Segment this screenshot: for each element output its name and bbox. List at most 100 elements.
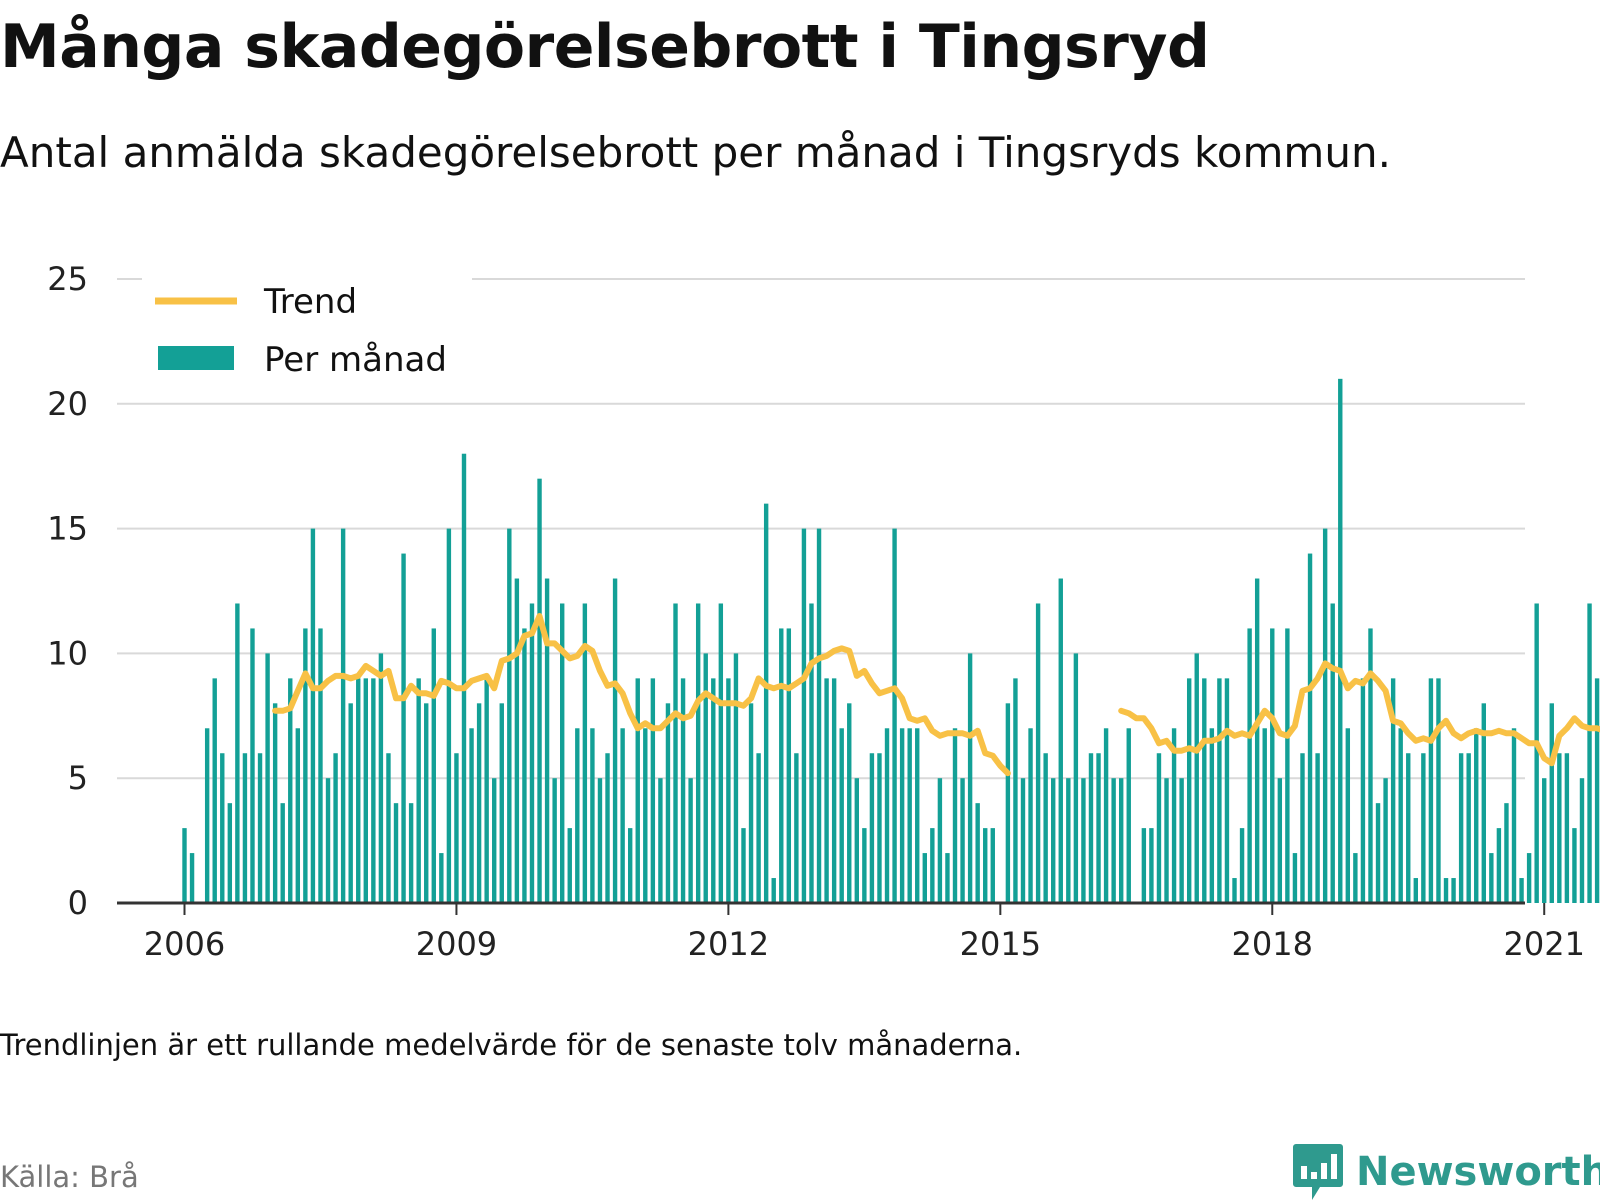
legend-bars-label: Per månad xyxy=(264,340,447,380)
x-tick-label: 2018 xyxy=(1232,925,1313,963)
bar xyxy=(1383,778,1388,903)
bar xyxy=(960,778,965,903)
bar xyxy=(552,778,557,903)
bar xyxy=(182,828,187,903)
bar xyxy=(1285,628,1290,903)
bar xyxy=(1005,703,1011,903)
bar xyxy=(1020,778,1026,903)
bar xyxy=(658,778,663,903)
bar xyxy=(1270,628,1275,903)
bar xyxy=(1103,728,1109,903)
bar xyxy=(1194,653,1199,903)
bar xyxy=(1534,603,1539,903)
bar xyxy=(393,803,399,903)
bar xyxy=(741,828,746,903)
bar xyxy=(899,728,905,903)
bar xyxy=(1579,778,1585,903)
bar xyxy=(1254,578,1260,903)
bar xyxy=(1028,728,1033,903)
bar xyxy=(1436,678,1441,903)
bar xyxy=(1232,878,1237,903)
x-tick-label: 2021 xyxy=(1504,925,1585,963)
bar xyxy=(922,853,927,903)
bar xyxy=(1421,753,1426,903)
bar xyxy=(756,753,761,903)
bar xyxy=(590,728,595,903)
bar xyxy=(1277,778,1283,903)
bar xyxy=(816,528,822,903)
bar xyxy=(1307,553,1313,903)
bar xyxy=(356,678,361,903)
trend-series xyxy=(272,613,1600,777)
bar xyxy=(220,753,225,903)
y-tick-label: 0 xyxy=(68,884,88,922)
y-tick-label: 5 xyxy=(68,759,88,797)
bar xyxy=(877,753,882,903)
bar xyxy=(476,703,482,903)
bar xyxy=(1345,728,1351,903)
bar xyxy=(575,728,580,903)
bar xyxy=(627,828,633,903)
bar xyxy=(1088,753,1094,903)
bar xyxy=(915,728,920,903)
bar xyxy=(605,753,610,903)
bar xyxy=(1511,728,1517,903)
bar xyxy=(408,803,414,903)
bar xyxy=(831,678,837,903)
bar xyxy=(1504,803,1509,903)
chart-title: Många skadegörelsebrott i Tingsryd xyxy=(0,12,1210,82)
bar xyxy=(1051,778,1056,903)
bar xyxy=(567,828,572,903)
bar xyxy=(461,453,467,903)
bar xyxy=(809,603,814,903)
bar xyxy=(446,528,452,903)
bar xyxy=(945,853,950,903)
y-tick-label: 20 xyxy=(47,385,88,423)
bar xyxy=(1375,803,1381,903)
bar xyxy=(643,728,648,903)
bar xyxy=(1202,678,1207,903)
bar xyxy=(1171,728,1177,903)
bar xyxy=(907,728,912,903)
bar xyxy=(507,528,512,903)
bar xyxy=(250,628,255,903)
bar xyxy=(1587,603,1592,903)
newsworthy-logo-icon xyxy=(1293,1144,1343,1200)
bar xyxy=(726,678,731,903)
bar xyxy=(1564,753,1570,903)
y-tick-label: 25 xyxy=(47,260,88,298)
bar xyxy=(439,853,444,903)
bar xyxy=(484,678,489,903)
bar xyxy=(673,603,678,903)
bar xyxy=(431,628,436,903)
x-tick-label: 2009 xyxy=(416,925,497,963)
bar xyxy=(529,603,535,903)
bar xyxy=(318,628,323,903)
bar xyxy=(1043,753,1048,903)
bar xyxy=(212,678,217,903)
bar xyxy=(265,653,270,903)
bar xyxy=(295,728,301,903)
bar xyxy=(1247,628,1252,903)
bar xyxy=(310,528,316,903)
bar xyxy=(469,728,474,903)
bar xyxy=(597,778,603,903)
legend-bars-swatch xyxy=(158,346,234,370)
bar xyxy=(454,753,459,903)
bar xyxy=(333,753,338,903)
bar xyxy=(1368,628,1373,903)
bar xyxy=(892,528,897,903)
trend-line xyxy=(1118,660,1600,767)
y-tick-label: 10 xyxy=(47,634,88,672)
bar xyxy=(665,703,671,903)
bar xyxy=(967,653,973,903)
bar xyxy=(688,778,693,903)
bar xyxy=(1406,753,1411,903)
bar xyxy=(975,803,980,903)
bar xyxy=(1315,753,1320,903)
bar xyxy=(189,853,195,903)
bar xyxy=(416,678,421,903)
bar xyxy=(794,753,799,903)
bar xyxy=(650,678,656,903)
